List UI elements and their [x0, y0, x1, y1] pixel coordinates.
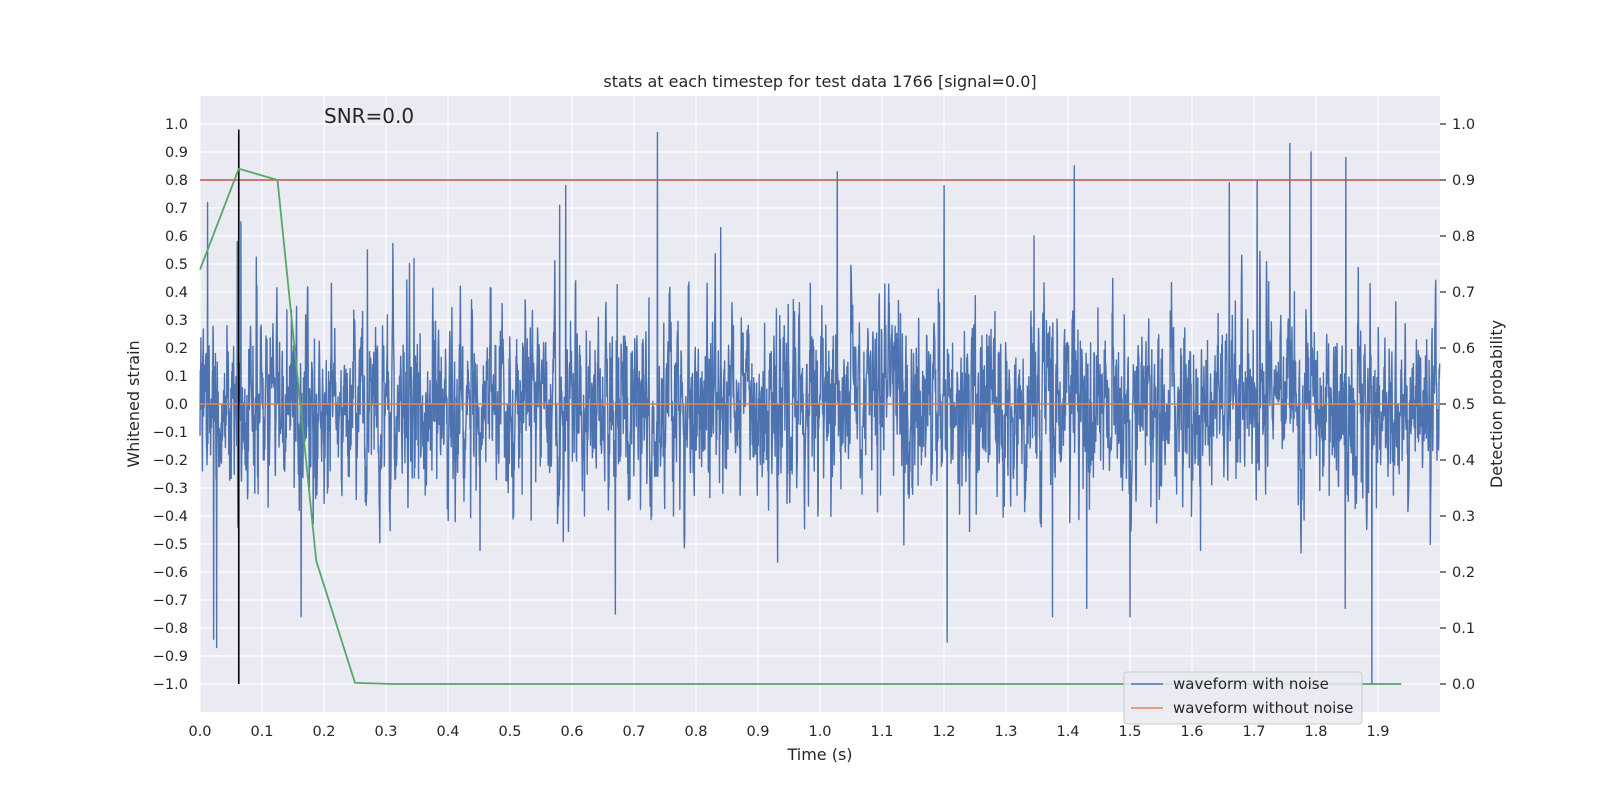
- series-waveform-with-noise: [199, 131, 1441, 685]
- x-tick-label: 1.4: [1056, 724, 1079, 740]
- x-tick-label: 0.9: [746, 724, 769, 740]
- y2-tick-label: 0.6: [1452, 341, 1475, 357]
- y-axis-label: Whitened strain: [124, 340, 143, 467]
- legend-box: [1123, 671, 1363, 725]
- x-tick-label: 1.6: [1180, 724, 1203, 740]
- y-tick-label: 0.7: [165, 201, 188, 217]
- y2-axis-label: Detection probability: [1487, 320, 1506, 488]
- y2-tick-label: 0.1: [1452, 621, 1475, 637]
- y-tick-label: 0.9: [165, 145, 188, 161]
- x-tick-label: 0.8: [684, 724, 707, 740]
- x-tick-label: 1.8: [1304, 724, 1327, 740]
- x-tick-label: 0.1: [250, 724, 273, 740]
- x-tick-label: 0.2: [312, 724, 335, 740]
- x-tick-label: 0.7: [622, 724, 645, 740]
- x-tick-label: 0.4: [436, 724, 459, 740]
- x-tick-label: 0.5: [498, 724, 521, 740]
- x-tick-label: 0.3: [374, 724, 397, 740]
- probability-line: [199, 167, 1402, 685]
- y-tick-label: 0.5: [165, 257, 188, 273]
- y-tick-label: −0.5: [153, 537, 188, 553]
- y-tick-label: −0.2: [153, 453, 188, 469]
- y-tick-label: −0.8: [153, 621, 188, 637]
- legend: waveform with noise waveform without noi…: [1123, 671, 1363, 725]
- y2-tick-label: 0.5: [1452, 397, 1475, 413]
- x-axis-label: Time (s): [786, 745, 852, 764]
- y2-tick-label: 0.0: [1452, 677, 1475, 693]
- noise-waveform-line: [199, 131, 1441, 685]
- y-tick-label: 1.0: [165, 117, 188, 133]
- y-tick-label: −0.6: [153, 565, 188, 581]
- snr-annotation: SNR=0.0: [324, 104, 414, 128]
- y-tick-label: −0.9: [153, 649, 188, 665]
- y-tick-label: 0.3: [165, 313, 188, 329]
- x-tick-label: 1.1: [870, 724, 893, 740]
- y-tick-label: 0.0: [165, 397, 188, 413]
- y2-tick-label: 1.0: [1452, 117, 1475, 133]
- x-tick-label: 0.6: [560, 724, 583, 740]
- x-tick-label: 1.7: [1242, 724, 1265, 740]
- y-tick-label: −0.7: [153, 593, 188, 609]
- y-tick-label: 0.8: [165, 173, 188, 189]
- series-detection-probability: [199, 167, 1402, 685]
- y-tick-label: 0.1: [165, 369, 188, 385]
- y-tick-label: 0.6: [165, 229, 188, 245]
- y-tick-label: −0.4: [153, 509, 188, 525]
- y-tick-label: −1.0: [153, 677, 188, 693]
- y2-tick-label: 0.3: [1452, 509, 1475, 525]
- y2-tick-label: 0.8: [1452, 229, 1475, 245]
- y2-tick-label: 0.4: [1452, 453, 1475, 469]
- legend-label-clean: waveform without noise: [1173, 699, 1353, 717]
- y2-axis-ticks: 1.0 0.9 0.8 0.7 0.6 0.5 0.4 0.3 0.2 0.1 0.0: [1440, 117, 1475, 693]
- y2-tick-label: 0.9: [1452, 173, 1475, 189]
- x-tick-label: 1.9: [1366, 724, 1389, 740]
- y-tick-label: −0.3: [153, 481, 188, 497]
- y-tick-label: −0.1: [153, 425, 188, 441]
- x-tick-label: 1.3: [994, 724, 1017, 740]
- legend-label-noise: waveform with noise: [1173, 675, 1329, 693]
- x-tick-label: 1.5: [1118, 724, 1141, 740]
- y-axis-ticks: 1.0 0.9 0.8 0.7 0.6 0.5 0.4 0.3 0.2 0.1 0.0 −0.1 −0.…: [153, 117, 188, 693]
- chart-title: stats at each timestep for test data 176…: [603, 72, 1036, 91]
- x-axis-ticks: 0.0 0.1 0.2 0.3 0.4 0.5 0.6 0.7 0.8 0.9 1.0 1.1 1.2 1…: [188, 724, 1389, 740]
- y-tick-label: 0.4: [165, 285, 188, 301]
- y2-tick-label: 0.2: [1452, 565, 1475, 581]
- y-tick-label: 0.2: [165, 341, 188, 357]
- x-tick-label: 1.0: [808, 724, 831, 740]
- x-tick-label: 1.2: [932, 724, 955, 740]
- y2-tick-label: 0.7: [1452, 285, 1475, 301]
- x-tick-label: 0.0: [188, 724, 211, 740]
